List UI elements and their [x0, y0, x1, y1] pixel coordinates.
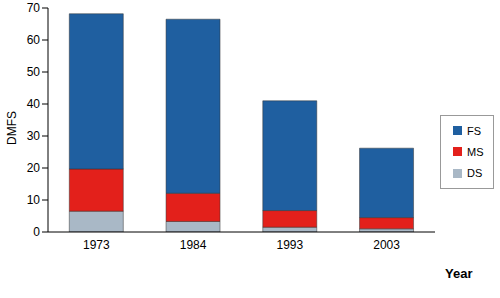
svg-text:2003: 2003	[373, 238, 400, 252]
html-text:DMFS: DMFS	[5, 111, 19, 145]
html-text:MS: MS	[467, 146, 484, 158]
svg-text:1993: 1993	[277, 238, 304, 252]
svg-text:20: 20	[27, 161, 41, 175]
svg-text:1973: 1973	[83, 238, 110, 252]
svg-text:0: 0	[33, 225, 40, 239]
svg-text:70: 70	[27, 1, 41, 15]
html-text:FS: FS	[467, 124, 482, 137]
svg-text:40: 40	[27, 97, 41, 111]
svg-text:10: 10	[27, 193, 41, 207]
svg-text:1984: 1984	[180, 238, 207, 252]
svg-text:30: 30	[27, 129, 41, 143]
svg-text:50: 50	[27, 65, 41, 79]
html-text:DS: DS	[467, 167, 483, 180]
html-text:Year: Year	[445, 266, 473, 281]
svg-text:60: 60	[27, 33, 41, 47]
